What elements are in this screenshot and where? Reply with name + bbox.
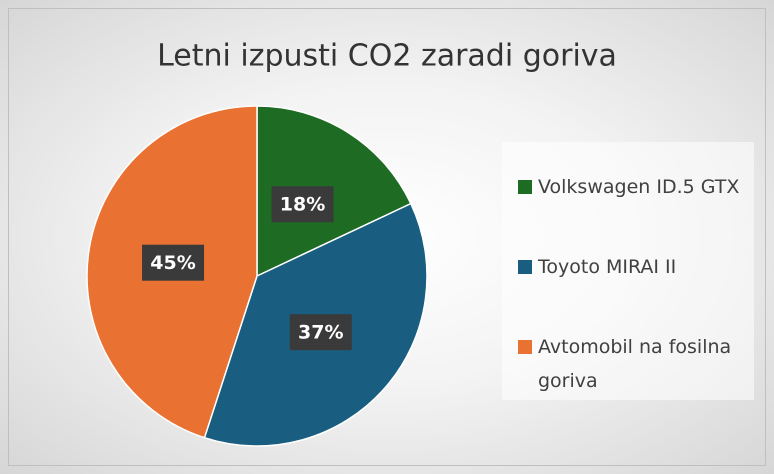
data-label: 37%	[298, 322, 343, 344]
legend-label: Avtomobil na fosilna goriva	[538, 336, 732, 392]
data-label-box	[271, 186, 334, 223]
legend-item: Toyoto MIRAI II	[518, 250, 744, 330]
legend-item: Avtomobil na fosilna goriva	[518, 330, 744, 410]
legend-swatch	[518, 180, 532, 194]
legend-label: Volkswagen ID.5 GTX	[538, 176, 740, 198]
legend-swatch	[518, 340, 532, 354]
pie-slice	[256, 105, 412, 278]
data-label-box	[289, 314, 352, 351]
chart-border	[8, 8, 766, 466]
legend-swatch	[518, 260, 532, 274]
legend: Volkswagen ID.5 GTX Toyoto MIRAI II Avtomo…	[502, 142, 754, 400]
data-label: 18%	[280, 194, 325, 216]
legend-label: Toyoto MIRAI II	[538, 256, 677, 278]
chart-title: Letni izpusti CO2 zaradi goriva	[157, 39, 617, 74]
data-label: 45%	[150, 252, 195, 274]
data-label-box	[142, 244, 205, 281]
legend-item: Volkswagen ID.5 GTX	[518, 170, 744, 250]
